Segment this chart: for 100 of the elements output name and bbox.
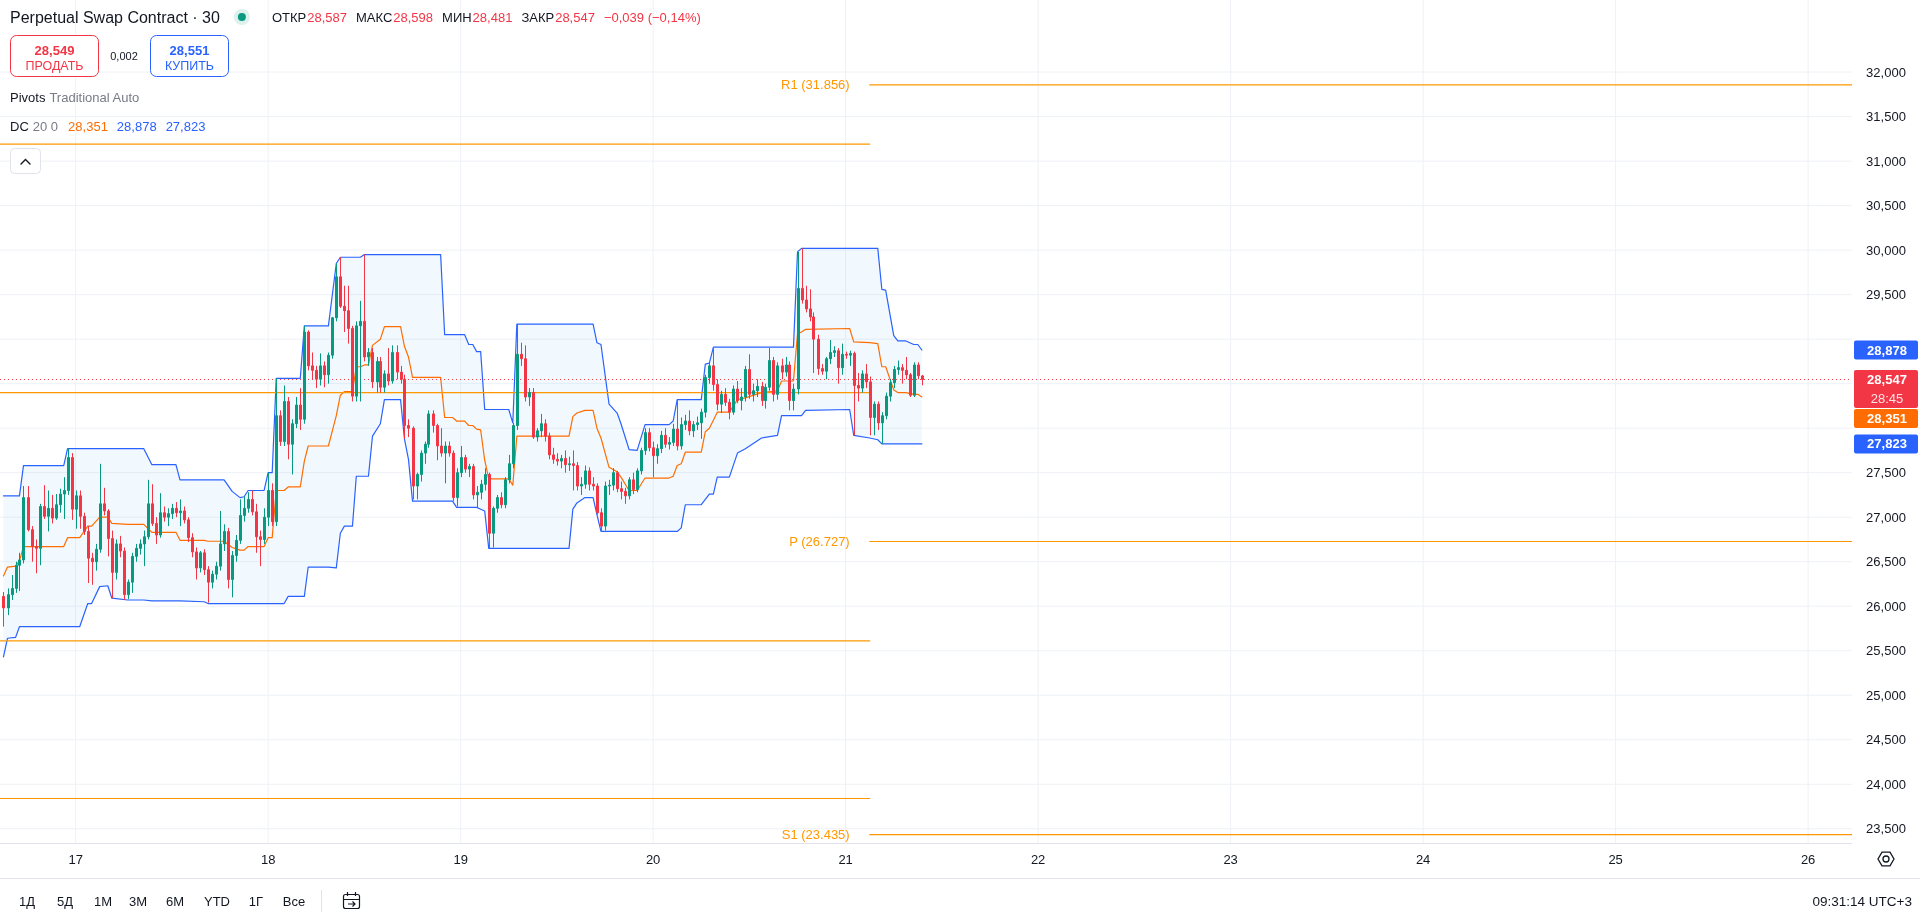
candlestick: [817, 334, 820, 376]
candlestick: [776, 361, 779, 401]
candlestick: [359, 300, 362, 402]
candlestick: [564, 449, 567, 474]
text: 28,351: [1867, 410, 1907, 426]
candlestick: [387, 347, 390, 386]
candlestick: [797, 251, 800, 395]
candlestick: [227, 527, 230, 589]
text: 28:45: [1870, 390, 1904, 406]
candlestick: [781, 358, 784, 380]
candlestick: [51, 494, 54, 524]
candlestick: [528, 387, 531, 407]
annotation: DC: [10, 118, 29, 134]
text: 1Г: [248, 893, 264, 909]
candlestick: [556, 452, 559, 467]
annotation: 0,002: [110, 50, 138, 62]
candlestick: [849, 350, 852, 367]
annotation: 28,551: [169, 42, 210, 58]
annotation: КУПИТЬ: [164, 59, 215, 73]
series-label: S1 (23.435): [781, 827, 850, 843]
candlestick: [376, 356, 379, 394]
annotation: 28,351: [68, 118, 108, 134]
candlestick: [612, 467, 615, 491]
candlestick: [877, 400, 880, 431]
candlestick: [367, 347, 370, 367]
candlestick: [772, 356, 775, 402]
candlestick: [761, 381, 764, 407]
candlestick: [279, 409, 282, 447]
candlestick: [692, 420, 695, 438]
y-tick-label: 24,000: [1866, 776, 1906, 792]
annotation: 28,481: [472, 9, 513, 25]
y-tick-label: 24,500: [1866, 732, 1906, 748]
y-tick-label: 26,500: [1866, 554, 1906, 570]
text: YTD: [204, 893, 230, 909]
candlestick: [287, 396, 290, 460]
y-tick-label: 26,000: [1866, 598, 1906, 614]
candlestick: [468, 463, 471, 478]
y-tick-label: 27,000: [1866, 509, 1906, 525]
candlestick: [568, 456, 571, 472]
text: 09:31:14 UTC+3: [1812, 893, 1912, 909]
candlestick: [71, 452, 74, 521]
annotation: 28,878: [116, 118, 157, 134]
text: 3М: [128, 893, 148, 909]
candlestick: [163, 506, 166, 523]
candlestick: [167, 507, 170, 527]
text: Все: [282, 893, 306, 909]
candlestick: [560, 454, 563, 469]
y-tick-label: 30,500: [1866, 198, 1906, 214]
sell-button: 28,549 ПРОДАТЬ: [10, 35, 99, 77]
candlestick: [175, 501, 178, 518]
candlestick: [115, 538, 118, 581]
candlestick: [676, 399, 679, 451]
candlestick: [873, 400, 876, 436]
y-tick-label: 23,500: [1866, 821, 1906, 837]
series-label: R1 (31.856): [781, 77, 850, 93]
candlestick: [43, 484, 46, 520]
candlestick: [632, 472, 635, 495]
x-tick-label: 20: [645, 851, 661, 867]
candlestick: [792, 383, 795, 411]
x-tick-label: 22: [1030, 851, 1046, 867]
y-tick-label: 25,000: [1866, 687, 1906, 703]
candlestick: [464, 454, 467, 474]
y-tick-label: 30,000: [1866, 242, 1906, 258]
text: Perpetual Swap Contract · 30: [10, 8, 220, 26]
candlestick: [444, 441, 447, 484]
x-tick-label: 23: [1223, 851, 1238, 867]
candlestick: [720, 390, 723, 414]
candlestick: [371, 347, 374, 389]
x-tick-label: 17: [68, 851, 83, 867]
candlestick: [688, 409, 691, 436]
candlestick: [861, 369, 864, 394]
buy-button: 28,551 КУПИТЬ: [150, 35, 229, 77]
annotation: 28,547: [555, 9, 595, 25]
candlestick: [319, 352, 322, 386]
candlestick: [2, 591, 5, 628]
y-tick-label: 32,000: [1866, 64, 1906, 80]
text: 28,878: [1867, 342, 1907, 358]
annotation: −0,039 (−0,14%): [603, 9, 701, 25]
candlestick: [736, 380, 739, 404]
candlestick: [540, 413, 543, 438]
x-tick-label: 21: [838, 851, 853, 867]
candlestick: [379, 356, 382, 394]
x-tick-label: 25: [1608, 851, 1623, 867]
text: 5Д: [56, 893, 74, 909]
candlestick: [500, 491, 503, 509]
candlestick: [363, 254, 366, 362]
annotation: ОТКР: [271, 9, 307, 25]
annotation: ПРОДАТЬ: [25, 59, 84, 73]
annotation: МАКС: [355, 9, 393, 25]
candlestick: [572, 449, 575, 491]
x-tick-label: 26: [1800, 851, 1816, 867]
annotation: ЗАКР: [521, 9, 555, 25]
candlestick: [628, 476, 631, 500]
candlestick: [756, 378, 759, 398]
candlestick: [785, 356, 788, 378]
candlestick: [159, 492, 162, 539]
candlestick: [488, 472, 491, 549]
candlestick: [271, 482, 274, 527]
candlestick: [913, 361, 916, 398]
annotation: 28,587: [307, 9, 347, 25]
